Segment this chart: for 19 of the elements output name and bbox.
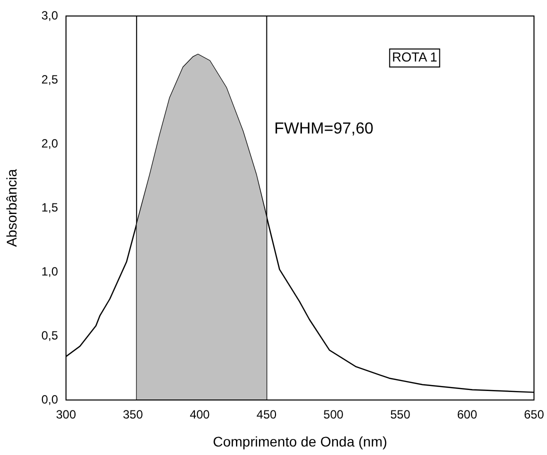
y-axis-title: Absorbância <box>3 168 20 247</box>
y-tick-label: 1,0 <box>41 264 58 278</box>
y-tick-label: 2,5 <box>41 72 58 86</box>
y-tick-label: 0,0 <box>41 392 58 406</box>
x-tick-label: 600 <box>457 408 478 422</box>
x-tick-label: 550 <box>390 408 411 422</box>
x-axis-title: Comprimento de Onda (nm) <box>212 433 388 450</box>
annotation: ROTA 1 <box>392 50 438 65</box>
x-tick-label: 500 <box>323 408 344 422</box>
x-tick-label: 350 <box>122 408 144 422</box>
annotation: FWHM=97,60 <box>274 120 374 138</box>
x-tick-label: 400 <box>190 408 210 422</box>
y-tick-label: 2,0 <box>41 136 58 150</box>
x-tick-label: 300 <box>56 408 76 422</box>
y-tick-label: 0,5 <box>41 328 58 342</box>
y-tick-label: 3,0 <box>41 8 58 22</box>
x-tick-label: 650 <box>524 408 544 422</box>
x-tick-label: 450 <box>256 408 277 422</box>
y-tick-label: 1,5 <box>41 200 58 214</box>
